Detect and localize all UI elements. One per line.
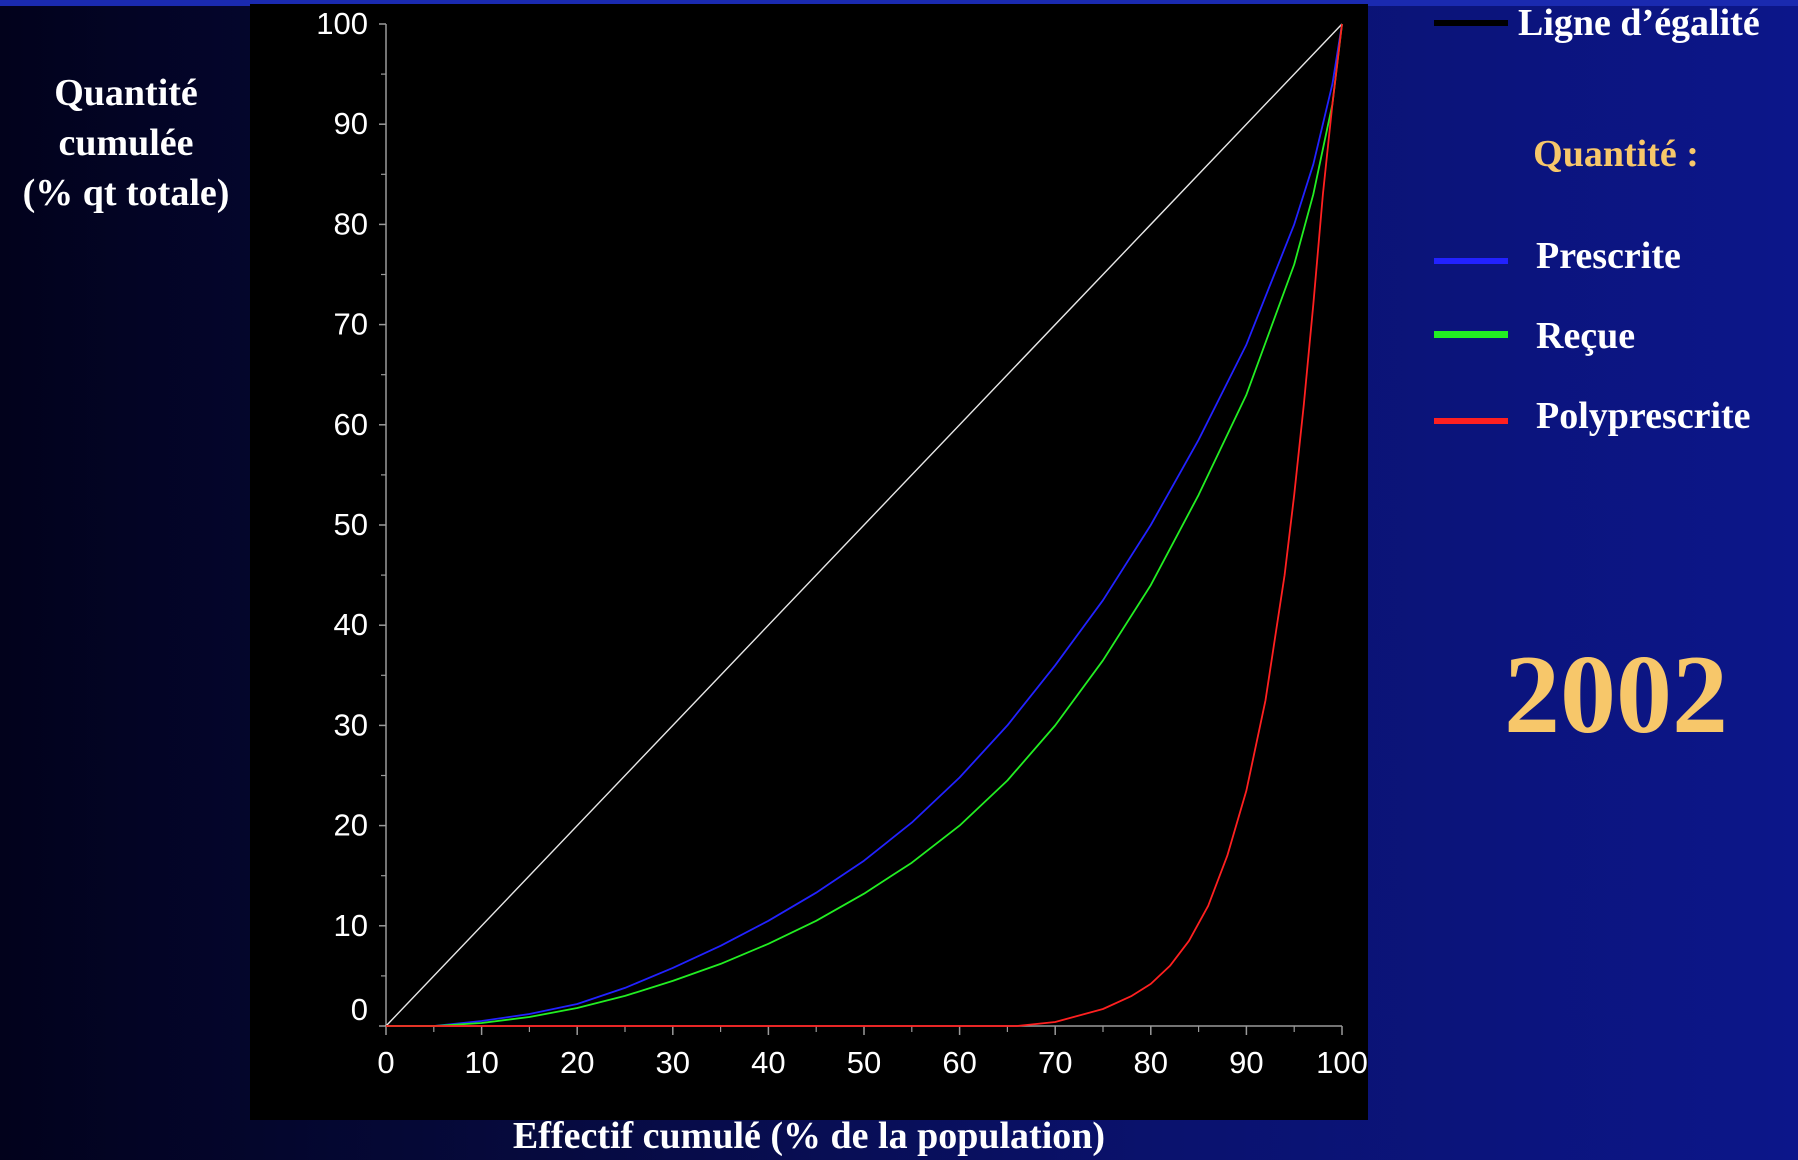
x-tick-label: 80	[1134, 1045, 1168, 1080]
series-line-polyprescrite	[386, 23, 1343, 1027]
x-axis-label: Effectif cumulé (% de la population)	[512, 1115, 1106, 1157]
y-tick-label: 30	[334, 707, 368, 742]
y-tick-label: 100	[316, 6, 368, 41]
y-tick-label: 90	[334, 106, 368, 141]
y-tick-label: 0	[351, 992, 368, 1027]
x-tick-label: 10	[464, 1045, 498, 1080]
y-tick-label: 70	[334, 307, 368, 342]
y-tick-label: 60	[334, 407, 368, 442]
year-annotation: 2002	[1504, 633, 1728, 757]
x-tick-label: 40	[751, 1045, 785, 1080]
tick-labels: 0 10 20 30 40 50 60 70 80 90 100 0 10 20 30 40 50 60 70 80 9…	[316, 6, 1368, 1080]
plot-background	[250, 4, 1368, 1120]
y-axis-label: Quantité cumulée (% qt totale)	[8, 68, 244, 218]
x-tick-label: 30	[656, 1045, 690, 1080]
series-line-prescrite	[386, 23, 1343, 1027]
y-axis-label-line-2: cumulée	[58, 122, 194, 164]
y-tick-label: 20	[334, 808, 368, 843]
top-accent-bar	[0, 0, 1798, 6]
x-tick-label: 70	[1038, 1045, 1072, 1080]
y-tick-label: 10	[334, 908, 368, 943]
legend-swatch-prescrite	[1434, 258, 1508, 264]
series-line-recue	[386, 23, 1343, 1027]
legend-swatch-egalite	[1434, 20, 1508, 26]
legend-heading: Quantité :	[1533, 133, 1699, 175]
x-tick-label: 20	[560, 1045, 594, 1080]
legend-label-egalite: Ligne d’égalité	[1518, 2, 1760, 44]
series-line-egalite	[385, 23, 1343, 1027]
legend-swatch-recue	[1434, 331, 1508, 338]
legend-label-prescrite: Prescrite	[1536, 235, 1681, 277]
y-axis-label-line-3: (% qt totale)	[22, 172, 230, 214]
legend-swatch-polyprescrite	[1434, 418, 1508, 424]
y-tick-label: 40	[334, 607, 368, 642]
y-tick-label: 50	[334, 507, 368, 542]
y-tick-label: 80	[334, 206, 368, 241]
x-tick-label: 100	[1316, 1045, 1368, 1080]
x-tick-label: 60	[942, 1045, 976, 1080]
x-tick-label: 50	[847, 1045, 881, 1080]
legend-label-recue: Reçue	[1536, 315, 1636, 357]
tick-marks	[379, 23, 1343, 1035]
series	[385, 23, 1343, 1027]
legend-label-polyprescrite: Polyprescrite	[1536, 395, 1751, 437]
x-tick-label: 90	[1229, 1045, 1263, 1080]
x-tick-label: 0	[377, 1045, 394, 1080]
y-axis-label-line-1: Quantité	[54, 72, 198, 114]
